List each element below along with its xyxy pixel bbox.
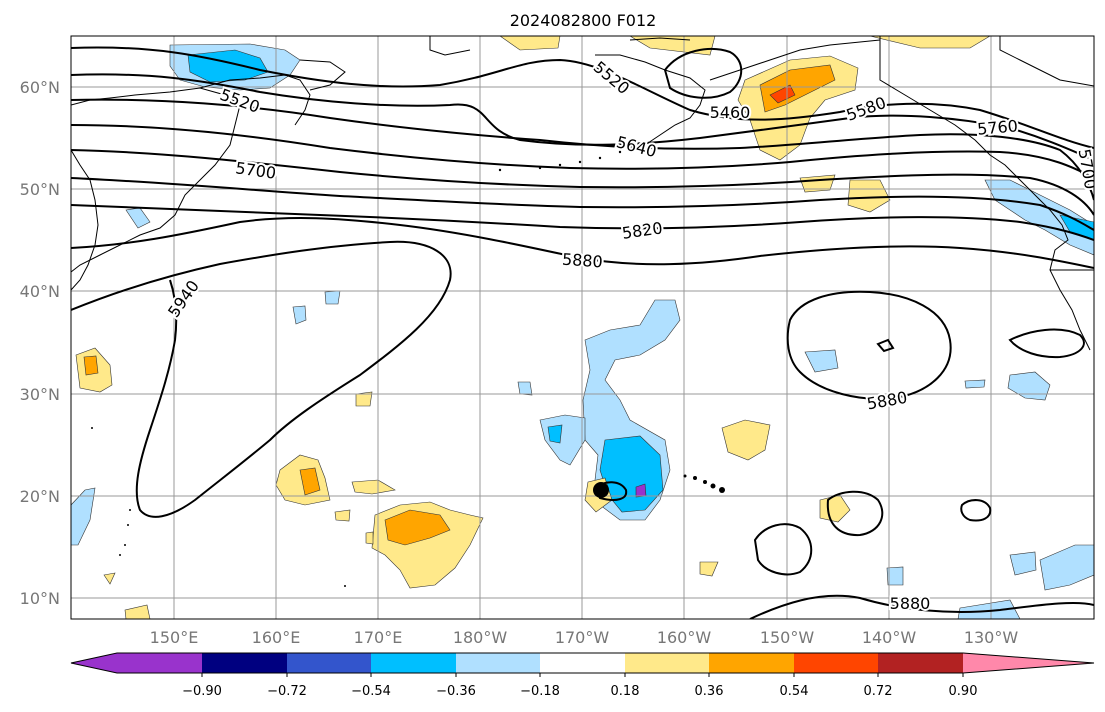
lon-label: 160°E xyxy=(252,628,301,647)
colorbar-segment xyxy=(456,653,540,673)
graticule xyxy=(71,36,1094,619)
colorbar xyxy=(70,652,1095,677)
colorbar-tick-label: 0.54 xyxy=(780,684,809,699)
lat-label: 20°N xyxy=(20,487,60,506)
lon-label: 150°E xyxy=(150,628,199,647)
colorbar-tick-label: 0.36 xyxy=(695,684,724,699)
colorbar-ticks: −0.90 −0.72 −0.54 −0.36 −0.18 0.18 0.36 … xyxy=(182,684,977,699)
lon-label: 150°W xyxy=(760,628,815,647)
lat-label: 50°N xyxy=(20,180,60,199)
colorbar-tick-label: −0.54 xyxy=(351,684,391,699)
height-contours xyxy=(71,46,1094,619)
colorbar-outline xyxy=(70,652,1095,674)
colorbar-segment xyxy=(117,653,202,673)
colorbar-extend-high xyxy=(963,653,1094,673)
colorbar-segment xyxy=(287,653,371,673)
longitude-labels: 150°E 160°E 170°E 180°W 170°W 160°W 150°… xyxy=(150,628,1019,647)
colorbar-tick-label: −0.90 xyxy=(182,684,222,699)
colorbar-segment xyxy=(202,653,287,673)
lat-label: 40°N xyxy=(20,282,60,301)
lat-label: 30°N xyxy=(20,385,60,404)
lat-label: 60°N xyxy=(20,78,60,97)
latitude-labels: 60°N 50°N 40°N 30°N 20°N 10°N xyxy=(20,78,60,608)
colorbar-segment xyxy=(709,653,794,673)
colorbar-segment xyxy=(878,653,963,673)
map-title: 2024082800 F012 xyxy=(510,11,657,30)
map-content: 5520 5520 5460 5580 5640 5700 5760 5700 … xyxy=(71,36,1094,619)
colorbar-tick-label: 0.72 xyxy=(864,684,893,699)
contour-label: 5460 xyxy=(710,103,751,122)
colorbar-extend-low xyxy=(71,653,117,673)
colorbar-tick-label: 0.90 xyxy=(949,684,978,699)
lon-label: 160°W xyxy=(657,628,712,647)
colorbar-segment xyxy=(794,653,878,673)
colorbar-segment xyxy=(540,653,625,673)
contour-label: 5760 xyxy=(976,116,1018,138)
lon-label: 130°W xyxy=(964,628,1019,647)
positive-anomaly-shading xyxy=(75,36,991,619)
colorbar-tick-label: −0.18 xyxy=(520,684,560,699)
contour-label: 5880 xyxy=(890,594,931,613)
lon-label: 140°W xyxy=(862,628,917,647)
colorbar-tick-label: 0.18 xyxy=(611,684,640,699)
contour-label: 5820 xyxy=(621,218,664,242)
map-border xyxy=(70,35,1095,620)
colorbar-segment xyxy=(625,653,709,673)
lon-label: 180°W xyxy=(453,628,508,647)
storm-center-marker xyxy=(593,482,609,498)
colorbar-tick-label: −0.36 xyxy=(436,684,476,699)
lon-label: 170°E xyxy=(354,628,403,647)
lon-label: 170°W xyxy=(555,628,610,647)
colorbar-tick-label: −0.72 xyxy=(267,684,307,699)
lat-label: 10°N xyxy=(20,589,60,608)
colorbar-segment xyxy=(371,653,456,673)
contour-label: 5880 xyxy=(561,250,603,272)
